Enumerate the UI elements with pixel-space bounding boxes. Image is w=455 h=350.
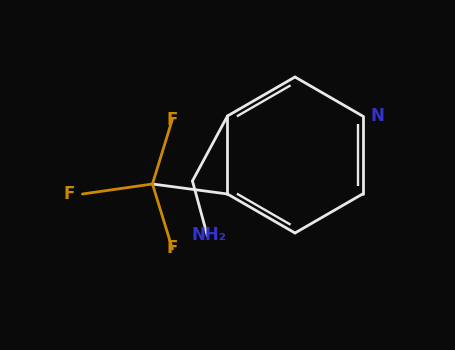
Text: NH₂: NH₂ bbox=[192, 226, 227, 244]
Text: F: F bbox=[63, 185, 75, 203]
Text: F: F bbox=[167, 239, 178, 257]
Text: N: N bbox=[370, 107, 384, 125]
Text: F: F bbox=[167, 111, 178, 129]
